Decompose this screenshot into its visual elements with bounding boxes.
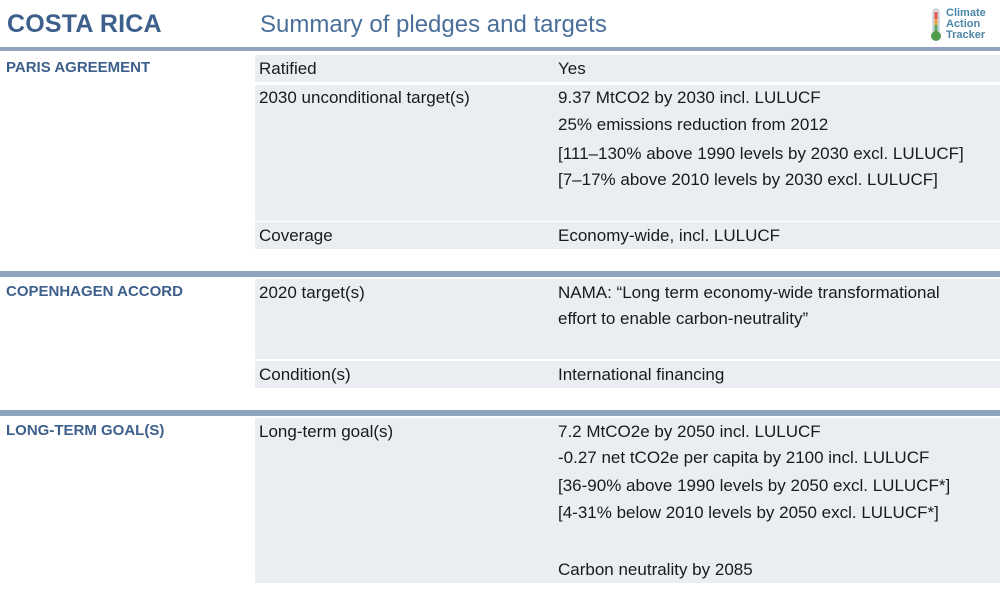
row-value: Yes xyxy=(558,59,586,78)
row-value: effort to enable carbon-neutrality” xyxy=(558,309,809,328)
row-value: International financing xyxy=(558,365,725,384)
row-value: NAMA: “Long term economy-wide transforma… xyxy=(558,283,940,302)
row-label: Ratified xyxy=(259,59,317,78)
row-label: Condition(s) xyxy=(259,365,351,384)
row-value: -0.27 net tCO2e per capita by 2100 incl.… xyxy=(558,448,930,467)
row-value: 9.37 MtCO2 by 2030 incl. LULUCF xyxy=(558,88,821,107)
table-row-ratified: Ratified Yes xyxy=(255,55,1000,82)
row-label: 2030 unconditional target(s) xyxy=(259,88,470,107)
section-divider xyxy=(0,410,1000,416)
climate-action-tracker-logo: Climate Action Tracker xyxy=(928,8,998,42)
table-row-2020-target: 2020 target(s) NAMA: “Long term economy-… xyxy=(255,279,1000,359)
row-value: [4-31% below 2010 levels by 2050 excl. L… xyxy=(558,503,939,522)
row-value: 25% emissions reduction from 2012 xyxy=(558,115,829,134)
row-label: Coverage xyxy=(259,226,333,245)
section-title-copenhagen-accord: COPENHAGEN ACCORD xyxy=(6,283,183,300)
section-title-paris-agreement: PARIS AGREEMENT xyxy=(6,59,151,76)
country-title: COSTA RICA xyxy=(7,10,162,38)
row-value: Economy-wide, incl. LULUCF xyxy=(558,226,781,245)
table-row-coverage: Coverage Economy-wide, incl. LULUCF xyxy=(255,222,1000,249)
table-row-conditions: Condition(s) International financing xyxy=(255,361,1000,388)
table-row-2030-target: 2030 unconditional target(s) 9.37 MtCO2 … xyxy=(255,85,1000,221)
section-title-long-term-goals: LONG-TERM GOAL(S) xyxy=(6,422,165,439)
row-value: [111–130% above 1990 levels by 2030 excl… xyxy=(558,144,964,163)
row-value: [7–17% above 2010 levels by 2030 excl. L… xyxy=(558,170,938,189)
row-value: Carbon neutrality by 2085 xyxy=(558,560,753,579)
logo-text-line: Action xyxy=(946,18,981,30)
row-label: 2020 target(s) xyxy=(259,283,365,302)
logo-text-line: Climate xyxy=(946,7,986,19)
row-value: [36-90% above 1990 levels by 2050 excl. … xyxy=(558,476,951,495)
logo-text-line: Tracker xyxy=(946,29,986,41)
header-divider xyxy=(0,47,1000,51)
table-row-long-term-goals: Long-term goal(s) 7.2 MtCO2e by 2050 inc… xyxy=(255,418,1000,583)
row-value: 7.2 MtCO2e by 2050 incl. LULUCF xyxy=(558,422,821,441)
section-divider xyxy=(0,271,1000,277)
page-subtitle: Summary of pledges and targets xyxy=(260,11,607,38)
thermometer-icon xyxy=(931,8,941,41)
row-label: Long-term goal(s) xyxy=(259,422,394,441)
